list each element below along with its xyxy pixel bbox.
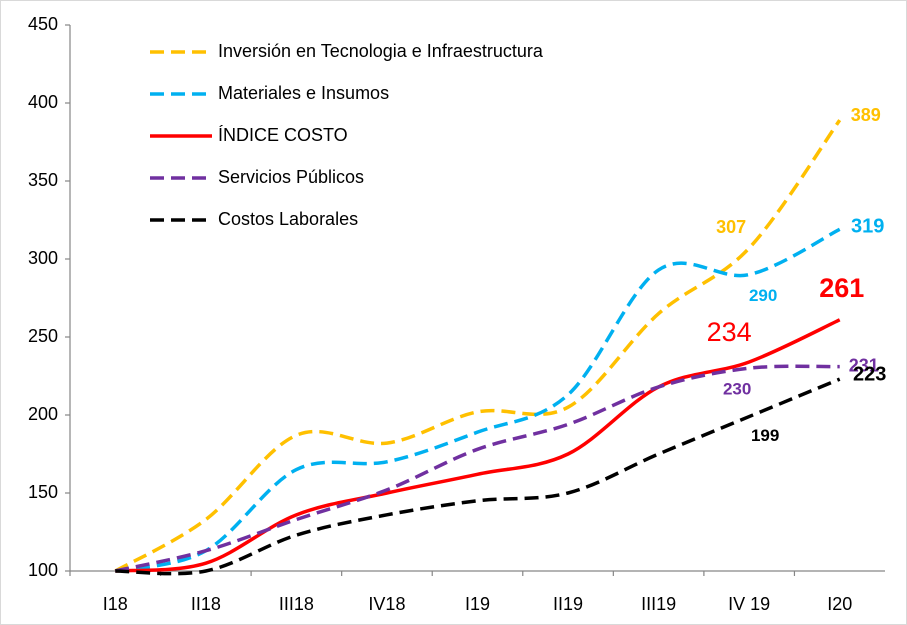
y-tick-label: 100 <box>28 560 58 580</box>
y-tick-label: 300 <box>28 248 58 268</box>
y-tick-label: 200 <box>28 404 58 424</box>
legend-label: Inversión en Tecnologia e Infraestructur… <box>218 41 544 61</box>
data-label: 319 <box>851 216 884 238</box>
series-line <box>114 119 842 573</box>
series-line <box>114 364 840 573</box>
data-label: 389 <box>851 105 881 125</box>
data-label: 290 <box>749 286 777 305</box>
legend-label: Servicios Públicos <box>218 167 364 187</box>
data-label: 234 <box>707 317 752 347</box>
legend-label: Costos Laborales <box>218 209 358 229</box>
x-tick-label: III18 <box>279 594 314 614</box>
x-tick-label: II19 <box>553 594 583 614</box>
data-label: 307 <box>716 217 746 237</box>
x-tick-label: I19 <box>465 594 490 614</box>
series-line <box>115 318 841 573</box>
series-line <box>115 377 841 576</box>
data-label: 199 <box>751 426 779 445</box>
data-label: 230 <box>723 380 751 399</box>
x-tick-label: IV18 <box>368 594 405 614</box>
y-tick-label: 350 <box>28 170 58 190</box>
data-label: 223 <box>853 363 886 385</box>
y-tick-label: 150 <box>28 482 58 502</box>
y-tick-label: 450 <box>28 14 58 34</box>
data-label: 261 <box>819 273 864 303</box>
x-tick-label: II18 <box>191 594 221 614</box>
legend-label: Materiales e Insumos <box>218 83 389 103</box>
legend-label: ÍNDICE COSTO <box>218 125 348 145</box>
x-tick-label: IV 19 <box>728 594 770 614</box>
series-line <box>114 227 841 573</box>
x-tick-label: I18 <box>103 594 128 614</box>
y-tick-label: 250 <box>28 326 58 346</box>
x-tick-label: I20 <box>827 594 852 614</box>
data-label: 231 <box>849 355 879 375</box>
y-tick-label: 400 <box>28 92 58 112</box>
x-tick-label: III19 <box>641 594 676 614</box>
